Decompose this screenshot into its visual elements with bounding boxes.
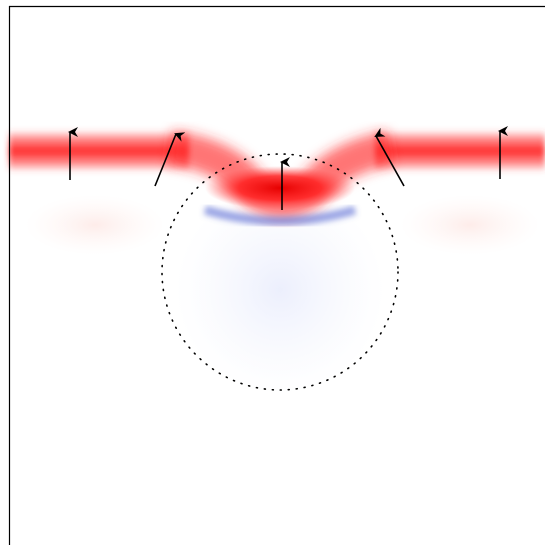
arrows-group	[68, 126, 508, 210]
faint-red-lobe-right	[400, 195, 540, 255]
arrow-right	[374, 127, 405, 187]
faint-red-lobe-left	[25, 195, 165, 255]
dotted-circle	[161, 153, 399, 391]
arrow-left	[154, 132, 186, 187]
red-center-focus	[205, 166, 355, 210]
red-band-left	[9, 130, 189, 172]
red-band-right	[375, 130, 545, 172]
blue-ridge	[203, 205, 357, 226]
faint-blue-disk	[175, 185, 385, 395]
